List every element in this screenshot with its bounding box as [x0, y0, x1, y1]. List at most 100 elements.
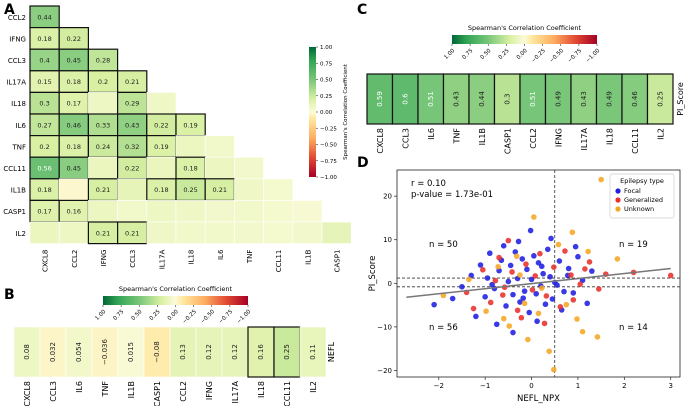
cell-value: 0.59 — [376, 91, 384, 107]
y-tick-label: 20 — [383, 193, 392, 201]
cell-value: 0.17 — [37, 208, 51, 216]
colorbar-label: Spearman's Correlation Coefficient — [119, 285, 233, 293]
category-label: IFNG — [205, 381, 214, 400]
heatmap-cell — [234, 221, 264, 244]
category-label: CXCL8 — [23, 381, 32, 406]
data-point — [459, 283, 465, 290]
data-point — [489, 281, 495, 288]
data-point — [523, 261, 529, 267]
data-point — [562, 248, 568, 254]
data-point — [548, 235, 554, 242]
data-point — [482, 294, 488, 300]
data-point — [582, 266, 588, 272]
y-tick-label: 0 — [388, 280, 392, 288]
data-point — [574, 316, 580, 322]
cell-value: 0.18 — [154, 186, 168, 194]
cell-value: 0.18 — [183, 165, 197, 173]
data-point — [492, 277, 499, 284]
data-point — [535, 310, 542, 317]
x-tick-label: 0 — [529, 382, 533, 390]
category-label: IL17A — [580, 127, 589, 150]
heatmap-cell — [88, 92, 118, 115]
data-point — [563, 301, 570, 308]
heatmap-cell — [117, 326, 145, 378]
heatmap-cell — [91, 326, 119, 378]
colorbar — [309, 47, 316, 177]
col-label: CCL3 — [129, 250, 137, 268]
data-point — [543, 293, 550, 299]
cell-value: 0.22 — [67, 35, 81, 43]
data-point — [537, 250, 543, 257]
heatmap-cell — [175, 200, 206, 223]
cell-value: 0.12 — [205, 344, 213, 360]
heatmap-cell — [65, 326, 93, 378]
category-label: IL1B — [127, 381, 136, 398]
x-tick-label: −1 — [480, 382, 490, 390]
cell-value: 0.32 — [125, 143, 139, 151]
category-label: CCL11 — [283, 381, 292, 406]
cell-value: 0.2 — [39, 143, 49, 151]
cell-value: 0.2 — [98, 78, 108, 86]
category-label: IL18 — [605, 128, 614, 145]
data-point — [500, 315, 507, 322]
heatmap-cell — [442, 73, 470, 125]
cell-value: 0.19 — [183, 121, 197, 129]
data-point — [667, 272, 674, 279]
heatmap-cell — [146, 221, 177, 244]
data-point — [570, 290, 577, 296]
data-point — [596, 286, 602, 292]
data-point — [473, 313, 479, 320]
legend-marker — [615, 188, 621, 194]
cell-value: 0.21 — [213, 186, 227, 194]
x-axis-label: NEFL_NPX — [517, 394, 560, 404]
data-point — [499, 292, 506, 298]
data-point — [551, 264, 557, 270]
data-point — [487, 299, 494, 306]
category-label: IL1B — [478, 128, 487, 145]
data-point — [527, 227, 534, 234]
row-label: IL6 — [16, 122, 27, 130]
cell-value: 0.43 — [580, 91, 588, 107]
cell-value: 0.21 — [125, 78, 139, 86]
heatmap-cell — [175, 221, 206, 244]
cell-value: 0.45 — [67, 57, 81, 65]
colorbar-tick-label: −0.25 — [320, 126, 337, 132]
cell-value: 0.18 — [67, 78, 81, 86]
data-point — [534, 318, 540, 325]
colorbar-tick-label: 1.00 — [443, 48, 456, 61]
heatmap-cell — [247, 326, 275, 378]
cell-value: 0.054 — [75, 341, 83, 362]
colorbar-tick-label: 0.25 — [498, 48, 511, 61]
heatmap-cell — [595, 73, 623, 125]
category-label: CXCL8 — [376, 128, 385, 154]
data-point — [520, 295, 526, 301]
category-label: TNF — [452, 128, 461, 145]
heatmap-cell — [366, 73, 394, 125]
data-point — [519, 256, 526, 262]
heatmap-cell — [519, 73, 547, 125]
data-point — [483, 308, 489, 314]
cell-value: 0.16 — [257, 344, 265, 360]
heatmap-cell — [263, 221, 294, 244]
data-point — [546, 348, 552, 355]
data-point — [517, 299, 523, 305]
col-label: CASP1 — [334, 250, 342, 273]
category-label: IL17A — [231, 380, 240, 403]
colorbar-tick-label: −0.75 — [320, 159, 337, 165]
heatmap-cell — [204, 221, 235, 244]
colorbar-tick-label: 0.25 — [149, 309, 162, 322]
heatmap-cell — [204, 200, 235, 223]
category-label: CASP1 — [503, 128, 512, 154]
cell-value: 0.44 — [37, 13, 51, 21]
colorbar-tick-label: 0.00 — [167, 309, 180, 322]
data-point — [470, 305, 477, 312]
heatmap-cell — [263, 200, 294, 223]
colorbar-tick-label: 1.00 — [94, 309, 107, 322]
category-label: IL2 — [656, 128, 665, 140]
cell-value: 0.22 — [154, 121, 168, 129]
correlation-r: r = 0.10 — [411, 179, 446, 189]
col-label: CCL2 — [71, 250, 79, 268]
data-point — [594, 334, 601, 340]
data-point — [554, 282, 560, 288]
